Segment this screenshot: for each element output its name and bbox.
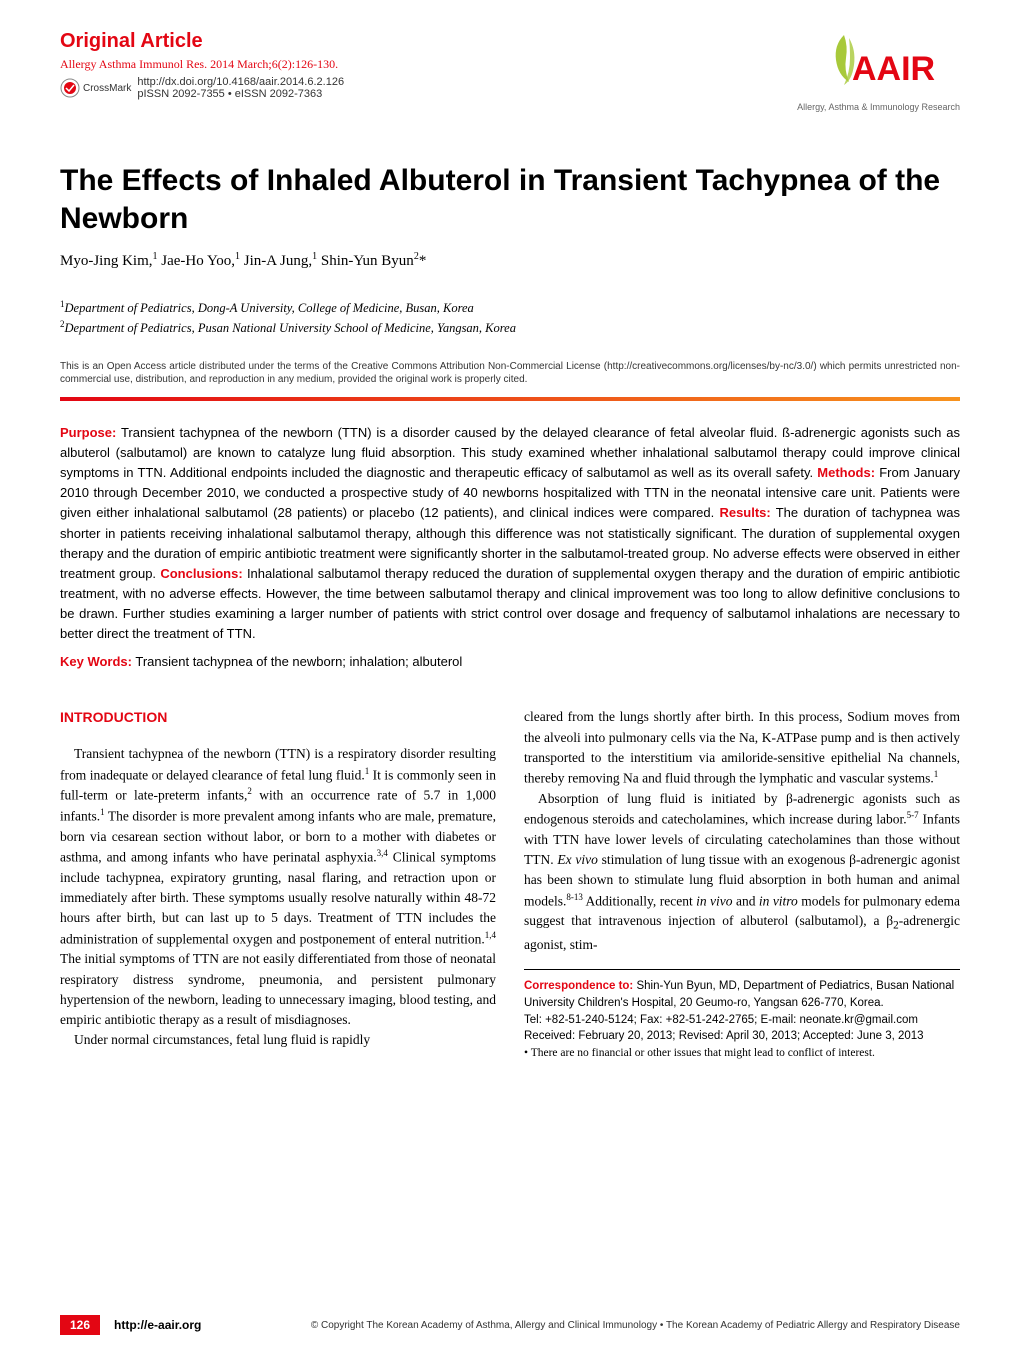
logo-caption: Allergy, Asthma & Immunology Research bbox=[797, 102, 960, 112]
abstract-block: Purpose: Transient tachypnea of the newb… bbox=[60, 423, 960, 645]
svg-text:AAIR: AAIR bbox=[852, 50, 935, 88]
keywords-text: Transient tachypnea of the newborn; inha… bbox=[132, 654, 462, 669]
left-para-1: Transient tachypnea of the newborn (TTN)… bbox=[60, 744, 496, 1030]
affiliations: 1Department of Pediatrics, Dong-A Univer… bbox=[60, 298, 960, 338]
article-type: Original Article bbox=[60, 30, 344, 53]
crossmark-icon bbox=[60, 78, 80, 98]
body-columns: INTRODUCTION Transient tachypnea of the … bbox=[60, 707, 960, 1061]
crossmark-badge[interactable]: CrossMark bbox=[60, 78, 131, 98]
affiliation-1: 1Department of Pediatrics, Dong-A Univer… bbox=[60, 298, 960, 318]
correspondence-block: Correspondence to: Shin-Yun Byun, MD, De… bbox=[524, 978, 960, 1061]
conclusions-label: Conclusions: bbox=[160, 566, 242, 581]
methods-label: Methods: bbox=[817, 465, 875, 480]
page-footer: 126 http://e-aair.org © Copyright The Ko… bbox=[0, 1315, 1020, 1335]
correspondence-label: Correspondence to: bbox=[524, 980, 633, 992]
left-column: INTRODUCTION Transient tachypnea of the … bbox=[60, 707, 496, 1061]
aair-logo-icon: AAIR bbox=[814, 30, 944, 100]
right-para-1: cleared from the lungs shortly after bir… bbox=[524, 707, 960, 789]
correspondence-dates: Received: February 20, 2013; Revised: Ap… bbox=[524, 1030, 924, 1042]
results-label: Results: bbox=[719, 505, 770, 520]
gradient-divider bbox=[60, 397, 960, 401]
journal-citation: Allergy Asthma Immunol Res. 2014 March;6… bbox=[60, 57, 344, 72]
page-header: Original Article Allergy Asthma Immunol … bbox=[60, 30, 960, 112]
purpose-label: Purpose: bbox=[60, 425, 116, 440]
footer-url[interactable]: http://e-aair.org bbox=[114, 1318, 201, 1332]
authors-list: Myo-Jing Kim,1 Jae-Ho Yoo,1 Jin-A Jung,1… bbox=[60, 251, 960, 270]
keywords-line: Key Words: Transient tachypnea of the ne… bbox=[60, 654, 960, 669]
introduction-heading: INTRODUCTION bbox=[60, 707, 496, 728]
doi-link[interactable]: http://dx.doi.org/10.4168/aair.2014.6.2.… bbox=[137, 76, 344, 88]
correspondence-divider bbox=[524, 969, 960, 970]
keywords-label: Key Words: bbox=[60, 654, 132, 669]
affiliation-2: 2Department of Pediatrics, Pusan Nationa… bbox=[60, 318, 960, 338]
right-para-2: Absorption of lung fluid is initiated by… bbox=[524, 789, 960, 955]
crossmark-label: CrossMark bbox=[83, 83, 131, 94]
license-text: This is an Open Access article distribut… bbox=[60, 360, 960, 387]
left-para-2: Under normal circumstances, fetal lung f… bbox=[60, 1030, 496, 1050]
footer-copyright: © Copyright The Korean Academy of Asthma… bbox=[311, 1320, 960, 1331]
crossmark-row: CrossMark http://dx.doi.org/10.4168/aair… bbox=[60, 76, 344, 100]
journal-logo-area: AAIR Allergy, Asthma & Immunology Resear… bbox=[797, 30, 960, 112]
page-number: 126 bbox=[60, 1315, 100, 1335]
issn-text: pISSN 2092-7355 • eISSN 2092-7363 bbox=[137, 88, 344, 100]
conflict-of-interest: • There are no financial or other issues… bbox=[524, 1047, 875, 1059]
doi-issn-block: http://dx.doi.org/10.4168/aair.2014.6.2.… bbox=[137, 76, 344, 100]
header-left: Original Article Allergy Asthma Immunol … bbox=[60, 30, 344, 100]
correspondence-contact: Tel: +82-51-240-5124; Fax: +82-51-242-27… bbox=[524, 1014, 918, 1026]
right-column: cleared from the lungs shortly after bir… bbox=[524, 707, 960, 1061]
article-title: The Effects of Inhaled Albuterol in Tran… bbox=[60, 162, 960, 237]
